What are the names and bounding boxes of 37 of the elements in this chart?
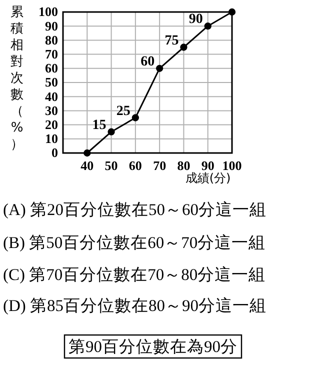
point	[84, 149, 91, 157]
y-tick-label: 100	[38, 4, 58, 20]
x-tick-label: 40	[80, 158, 94, 174]
x-axis-title: 成績(分)	[185, 171, 231, 185]
y-tick-label: 60	[45, 60, 58, 76]
point	[156, 64, 164, 72]
y-tick-label: 50	[45, 74, 58, 90]
data-label: 90	[188, 12, 203, 28]
text: 第90百分位數在為90分	[68, 337, 238, 356]
x-tick-label: 100	[222, 158, 242, 174]
x-tick-label: 70	[153, 158, 166, 174]
point	[108, 128, 115, 136]
text: 累積相對次數（%）	[10, 5, 24, 152]
text: (B) 第50百分位數在60～70分這一組	[3, 233, 266, 252]
y-tick-label: 0	[52, 145, 58, 160]
text: (C) 第70百分位數在70～80分這一組	[3, 265, 266, 284]
x-tick-label: 80	[177, 158, 190, 174]
y-tick-label: 10	[45, 131, 58, 146]
x-tick-label: 90	[201, 158, 214, 174]
point	[132, 114, 139, 122]
y-tick-label: 20	[45, 116, 58, 132]
y-tick-label: 80	[45, 32, 58, 48]
data-label: 75	[164, 33, 179, 48]
y-tick-label: 90	[45, 18, 58, 34]
x-tick-label: 60	[128, 158, 142, 174]
data-label: 15	[92, 118, 106, 133]
point	[228, 8, 236, 16]
data-label: 25	[116, 104, 130, 119]
y-tick-label: 30	[45, 102, 58, 118]
text: (A) 第20百分位數在50～60分這一組	[3, 200, 267, 219]
point	[180, 44, 188, 51]
text: (D) 第85百分位數在80～90分這一組	[3, 296, 267, 315]
x-tick-label: 50	[104, 158, 118, 174]
y-tick-label: 70	[45, 46, 58, 62]
y-tick-label: 40	[45, 88, 58, 104]
data-label: 60	[140, 54, 155, 70]
point	[204, 22, 212, 30]
